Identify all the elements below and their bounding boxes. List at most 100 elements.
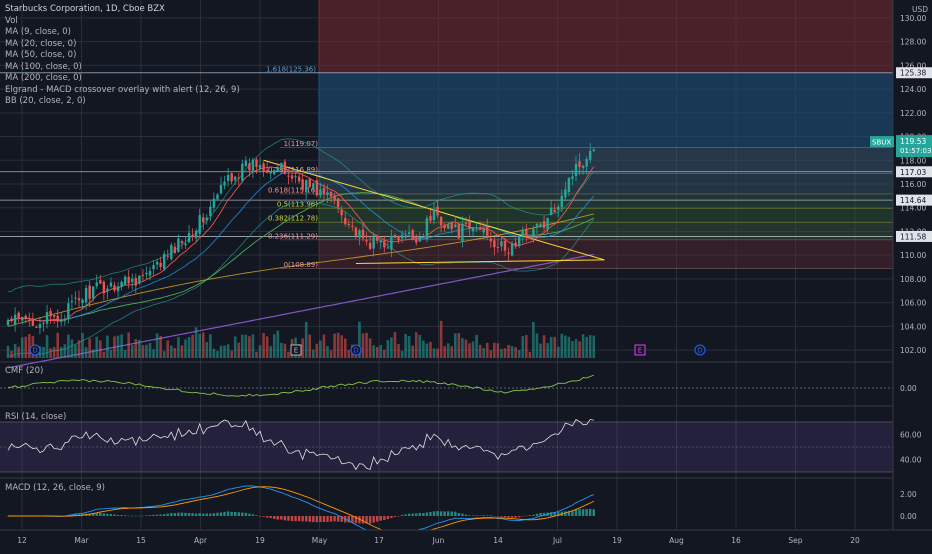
cmf-line (7, 374, 594, 397)
macd-histogram-bar (102, 513, 106, 516)
legend-ma50[interactable]: MA (50, close, 0) (5, 50, 77, 60)
time-tick-label: 19 (255, 536, 265, 545)
legend-ma9[interactable]: MA (9, close, 0) (5, 27, 71, 37)
dividend-marker (694, 344, 706, 356)
candlesticks[interactable] (6, 142, 595, 335)
candle-body (258, 164, 262, 169)
legend-ma20[interactable]: MA (20, close, 0) (5, 38, 77, 49)
volume-bar (209, 334, 212, 358)
candle-body (489, 238, 492, 242)
candle-body (450, 221, 453, 230)
volume-bar (269, 346, 272, 358)
price-level-tag-label: 117.03 (900, 168, 926, 177)
candle-body (436, 206, 439, 216)
macd-histogram-bar (521, 516, 524, 517)
macd-histogram-bar (244, 512, 248, 516)
volume-bar (134, 339, 138, 358)
volume-bar (45, 335, 49, 358)
macd-histogram-bar (507, 516, 510, 518)
macd-histogram-bar (280, 516, 283, 520)
macd-histogram-bar (123, 515, 127, 516)
macd-label[interactable]: MACD (12, 26, close, 9) (5, 483, 105, 493)
candle-body (191, 235, 194, 237)
fib-label: 1(119.07) (284, 140, 319, 148)
legend-ma100[interactable]: MA (100, close, 0) (5, 61, 82, 72)
volume-bar (493, 342, 496, 358)
candle-body (461, 223, 464, 242)
candle-body (56, 315, 59, 322)
macd-histogram-bar (514, 516, 517, 518)
macd-histogram-bar (549, 512, 553, 516)
macd-histogram-bar (528, 515, 532, 516)
macd-histogram-bar (283, 516, 287, 521)
macd-histogram-bar (226, 511, 230, 516)
candle-body (10, 318, 13, 322)
candle-body (510, 243, 514, 256)
volume-bar (127, 332, 130, 358)
volume-bar (336, 332, 340, 358)
candle-body (297, 176, 301, 182)
legend-macd-overlay[interactable]: Elgrand - MACD crossover overlay with al… (5, 84, 240, 95)
macd-histogram-bar (88, 513, 91, 516)
candle-body (301, 179, 304, 190)
volume-bar (549, 336, 553, 358)
time-axis[interactable]: 12 Mar 15 Apr 19 May 17 Jun 14 Jul 19 Aug 16 Sep 20 (0, 529, 932, 550)
macd-histogram-bar (198, 513, 201, 516)
candle-body (443, 224, 446, 229)
volume-bar (141, 345, 145, 358)
volume-bar (446, 343, 450, 358)
volume-bar (489, 350, 493, 358)
legend-ma200[interactable]: MA (200, close, 0) (5, 73, 82, 83)
candle-body (127, 276, 130, 284)
legend-vol[interactable]: Vol (5, 15, 18, 26)
cmf-pane[interactable] (0, 374, 893, 397)
macd-histogram-bar (177, 512, 180, 516)
candle-body (134, 277, 137, 286)
volume-bar (386, 340, 390, 358)
volume-bar (457, 333, 461, 358)
volume-bar (17, 346, 20, 358)
volume-bar (478, 344, 482, 358)
macd-histogram-bar (170, 513, 173, 516)
macd-histogram-bar (361, 516, 365, 524)
macd-histogram-bar (212, 513, 216, 516)
chart-title[interactable]: Starbucks Corporation, 1D, Cboe BZX (5, 4, 165, 14)
price-level-tag (896, 67, 932, 79)
price-axis[interactable]: USD102.00104.00106.00108.00110.00112.001… (870, 0, 932, 550)
legend-bb[interactable]: BB (20, close, 2, 0) (5, 96, 86, 106)
volume-bar (521, 336, 525, 358)
macd-histogram-bar (92, 513, 95, 516)
volume-bar (230, 350, 233, 358)
rsi-pane[interactable] (0, 418, 893, 473)
last-price-value: 119.53 (900, 137, 926, 146)
volume-bar (237, 342, 241, 358)
macd-pane[interactable] (6, 485, 595, 536)
candle-body (326, 192, 329, 196)
macd-histogram-bar (393, 516, 397, 517)
candle-body (521, 231, 524, 237)
macd-histogram-bar (308, 516, 311, 522)
volume-bar (571, 341, 574, 358)
macd-histogram-bar (436, 511, 439, 516)
macd-histogram-bar (269, 516, 272, 519)
volume-bar (319, 340, 322, 358)
zone-target (318, 72, 893, 148)
volume-bar (404, 333, 407, 358)
candle-body (45, 312, 49, 324)
volume-bar (425, 343, 429, 358)
cmf-label[interactable]: CMF (20) (5, 366, 44, 376)
candle-body (393, 234, 397, 238)
volume-bar (393, 332, 397, 358)
volume-bar (390, 337, 393, 358)
macd-histogram-bar (418, 512, 421, 516)
candle-body (486, 226, 489, 238)
rsi-label[interactable]: RSI (14, close) (5, 412, 67, 422)
macd-histogram-bar (496, 516, 500, 517)
volume-bar (276, 330, 280, 358)
candle-body (17, 312, 20, 319)
time-tick-label: 14 (493, 536, 503, 545)
macd-histogram-bar (461, 513, 464, 516)
